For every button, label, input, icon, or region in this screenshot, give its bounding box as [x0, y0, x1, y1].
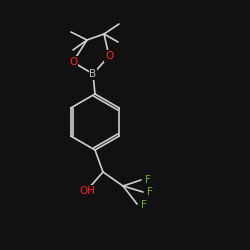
Text: F: F: [141, 200, 147, 210]
Text: O: O: [105, 51, 113, 61]
Text: O: O: [69, 57, 77, 67]
Text: OH: OH: [79, 186, 95, 196]
Text: F: F: [147, 187, 153, 197]
Text: B: B: [90, 69, 96, 79]
Text: F: F: [145, 175, 151, 185]
